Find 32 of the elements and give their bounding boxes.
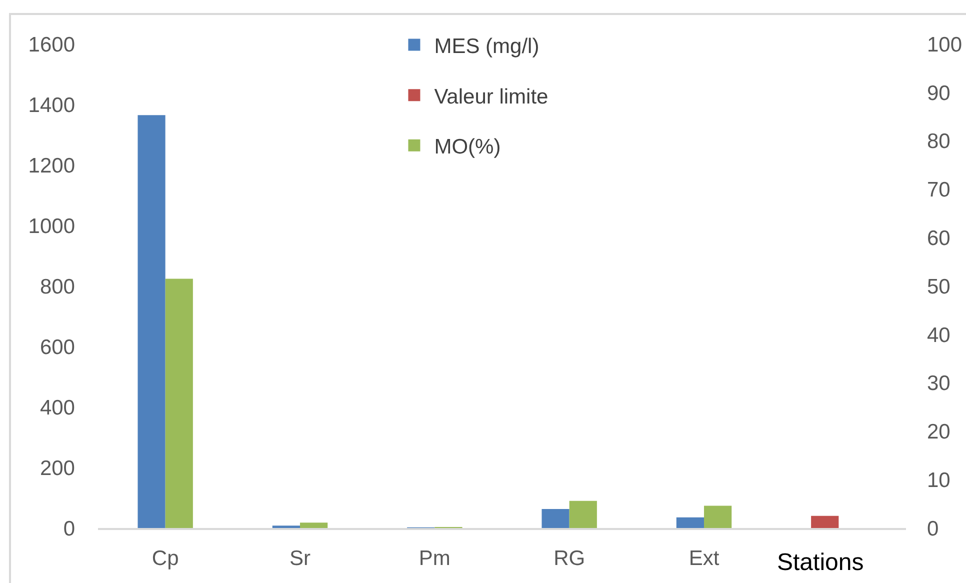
bar bbox=[704, 506, 732, 528]
y2-tick-label: 70 bbox=[927, 178, 950, 202]
y-tick-label: 600 bbox=[40, 336, 75, 359]
y-tick-label: 400 bbox=[40, 396, 75, 420]
x-tick-label: Ext bbox=[688, 547, 720, 570]
y2-tick-label: 100 bbox=[927, 33, 962, 56]
x-axis-title: Stations bbox=[777, 549, 864, 576]
y-tick-label: 1600 bbox=[28, 33, 75, 56]
x-tick-label: Cp bbox=[152, 547, 179, 570]
x-tick-label: RG bbox=[554, 547, 586, 570]
y2-tick-label: 20 bbox=[927, 420, 950, 444]
y-tick-label: 0 bbox=[63, 517, 75, 540]
y-tick-label: 800 bbox=[40, 275, 75, 298]
y2-tick-label: 80 bbox=[927, 130, 950, 154]
x-tick-label: Sr bbox=[290, 547, 311, 570]
y2-tick-label: 40 bbox=[927, 324, 950, 347]
legend-label: MES (mg/l) bbox=[434, 34, 540, 58]
y2-tick-label: 50 bbox=[927, 275, 950, 298]
y2-tick-label: 90 bbox=[927, 82, 950, 105]
y2-tick-label: 60 bbox=[927, 226, 950, 250]
y2-tick-label: 30 bbox=[927, 372, 950, 396]
y-tick-label: 200 bbox=[40, 456, 75, 480]
bar bbox=[300, 522, 328, 528]
bar bbox=[811, 516, 839, 528]
y-tick-label: 1000 bbox=[28, 214, 75, 238]
y2-tick-label: 10 bbox=[927, 468, 950, 492]
y-tick-label: 1200 bbox=[28, 154, 75, 178]
legend-label: MO(%) bbox=[434, 136, 501, 159]
legend-label: Valeur limite bbox=[434, 85, 548, 108]
y2-tick-label: 0 bbox=[927, 517, 939, 540]
y-tick-label: 1400 bbox=[28, 94, 75, 117]
x-tick-label: Pm bbox=[418, 547, 450, 570]
